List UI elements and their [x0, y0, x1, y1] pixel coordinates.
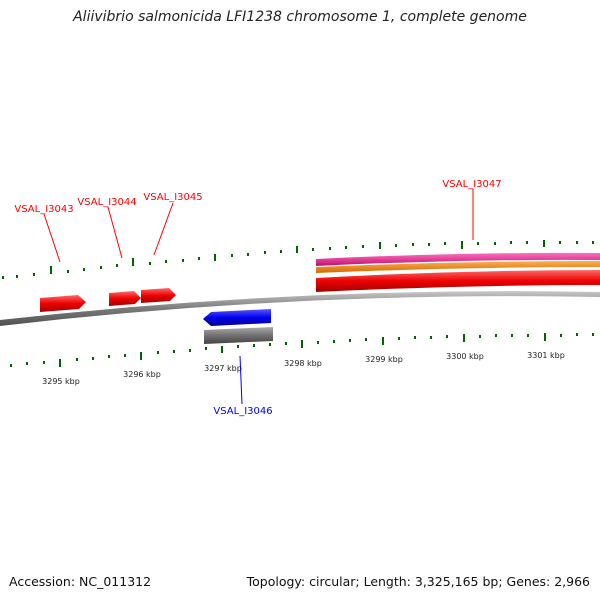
gene-arrow-vsal-i3047[interactable]	[316, 270, 600, 292]
tick-labels: 3295 kbp 3296 kbp 3297 kbp 3298 kbp 3299…	[42, 351, 565, 386]
gene-label-vsal-i3045[interactable]: VSAL_I3045	[143, 192, 202, 203]
tick-label: 3301 kbp	[527, 351, 565, 360]
leader-line-vsal-i3043	[43, 213, 61, 263]
genome-summary: Topology: circular; Length: 3,325,165 bp…	[246, 574, 590, 589]
leader-line-vsal-i3046	[239, 355, 243, 405]
forward-ticks	[2, 240, 594, 279]
gene-labels: VSAL_I3043 VSAL_I3044 VSAL_I3045 VSAL_I3…	[14, 179, 501, 417]
genome-backbone	[0, 291, 600, 326]
gene-label-vsal-i3043[interactable]: VSAL_I3043	[14, 204, 73, 215]
gene-label-vsal-i3047[interactable]: VSAL_I3047	[442, 179, 501, 190]
map-title: Aliivibrio salmonicida LFI1238 chromosom…	[73, 9, 527, 25]
reverse-feature-grey	[204, 327, 273, 344]
gene-arrow-vsal-i3046[interactable]	[203, 309, 271, 326]
gene-arrow-vsal-i3044[interactable]	[109, 291, 141, 306]
tick-label: 3299 kbp	[365, 355, 403, 364]
tick-label: 3297 kbp	[204, 364, 242, 373]
accession-label: Accession: NC_011312	[9, 574, 152, 589]
tick-label: 3300 kbp	[446, 352, 484, 361]
leader-line-vsal-i3045	[153, 202, 174, 256]
tick-label: 3296 kbp	[123, 370, 161, 379]
gene-arrow-vsal-i3043[interactable]	[40, 295, 86, 312]
gene-arrow-vsal-i3045[interactable]	[141, 288, 176, 303]
tick-label: 3295 kbp	[42, 377, 80, 386]
gene-label-vsal-i3044[interactable]: VSAL_I3044	[77, 197, 136, 208]
feature-magenta-band	[316, 252, 600, 266]
tick-label: 3298 kbp	[284, 359, 322, 368]
gene-label-vsal-i3046[interactable]: VSAL_I3046	[213, 406, 272, 417]
reverse-ticks	[10, 333, 594, 367]
leader-line-vsal-i3044	[107, 206, 123, 259]
feature-orange-band	[316, 261, 600, 273]
